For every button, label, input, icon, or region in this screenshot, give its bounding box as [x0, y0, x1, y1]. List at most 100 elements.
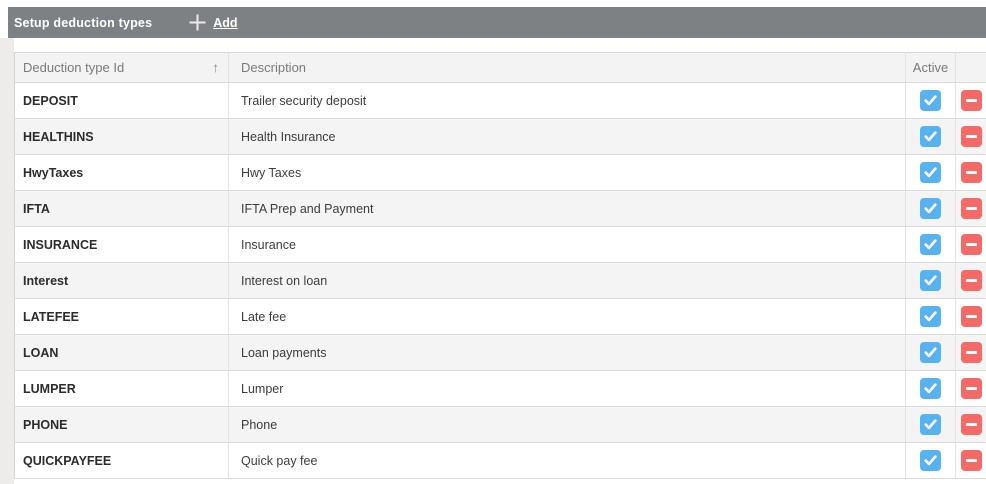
table-row: LATEFEE Late fee: [14, 298, 986, 335]
active-checkbox[interactable]: [920, 378, 941, 399]
column-header-actions: [955, 52, 986, 83]
actions-cell: [955, 190, 986, 227]
deduction-id-cell: LUMPER: [14, 370, 229, 407]
column-header-active[interactable]: Active: [905, 52, 956, 83]
active-checkbox[interactable]: [920, 342, 941, 363]
page-title: Setup deduction types: [14, 15, 153, 30]
description-cell: IFTA Prep and Payment: [228, 190, 906, 227]
description-cell: Lumper: [228, 370, 906, 407]
active-cell: [905, 190, 956, 227]
table-row: QUICKPAYFEE Quick pay fee: [14, 442, 986, 479]
minus-icon: [965, 99, 977, 102]
minus-icon: [965, 207, 977, 210]
sort-ascending-icon: ↑: [212, 59, 219, 75]
active-cell: [905, 82, 956, 119]
column-header-deduction-type-id[interactable]: Deduction type Id ↑: [14, 52, 229, 83]
delete-row-button[interactable]: [960, 198, 982, 219]
delete-row-button[interactable]: [960, 414, 982, 435]
actions-cell: [955, 154, 986, 191]
minus-icon: [965, 135, 977, 138]
delete-row-button[interactable]: [960, 270, 982, 291]
description-cell: Late fee: [228, 298, 906, 335]
checkmark-icon: [924, 347, 937, 358]
active-cell: [905, 442, 956, 479]
deduction-id-cell: INSURANCE: [14, 226, 229, 263]
active-cell: [905, 370, 956, 407]
checkmark-icon: [924, 383, 937, 394]
checkmark-icon: [924, 455, 937, 466]
actions-cell: [955, 370, 986, 407]
delete-row-button[interactable]: [960, 162, 982, 183]
checkmark-icon: [924, 95, 937, 106]
active-cell: [905, 154, 956, 191]
table-row: PHONE Phone: [14, 406, 986, 443]
description-cell: Interest on loan: [228, 262, 906, 299]
actions-cell: [955, 334, 986, 371]
active-cell: [905, 406, 956, 443]
actions-cell: [955, 118, 986, 155]
active-checkbox[interactable]: [920, 198, 941, 219]
table-row: IFTA IFTA Prep and Payment: [14, 190, 986, 227]
minus-icon: [965, 315, 977, 318]
delete-row-button[interactable]: [960, 90, 982, 111]
table-row: DEPOSIT Trailer security deposit: [14, 82, 986, 119]
add-button-label: Add: [213, 15, 238, 30]
minus-icon: [965, 351, 977, 354]
active-checkbox[interactable]: [920, 414, 941, 435]
table-row: HwyTaxes Hwy Taxes: [14, 154, 986, 191]
active-checkbox[interactable]: [920, 306, 941, 327]
table-row: Interest Interest on loan: [14, 262, 986, 299]
plus-icon: [188, 13, 207, 32]
deduction-id-cell: IFTA: [14, 190, 229, 227]
deduction-id-cell: Interest: [14, 262, 229, 299]
description-cell: Trailer security deposit: [228, 82, 906, 119]
minus-icon: [965, 279, 977, 282]
actions-cell: [955, 298, 986, 335]
checkmark-icon: [924, 131, 937, 142]
minus-icon: [965, 387, 977, 390]
table-row: LUMPER Lumper: [14, 370, 986, 407]
minus-icon: [965, 171, 977, 174]
delete-row-button[interactable]: [960, 306, 982, 327]
actions-cell: [955, 442, 986, 479]
active-checkbox[interactable]: [920, 90, 941, 111]
checkmark-icon: [924, 419, 937, 430]
minus-icon: [965, 423, 977, 426]
active-cell: [905, 262, 956, 299]
checkmark-icon: [924, 167, 937, 178]
delete-row-button[interactable]: [960, 450, 982, 471]
active-checkbox[interactable]: [920, 234, 941, 255]
toolbar: Setup deduction types Add: [8, 7, 986, 38]
checkmark-icon: [924, 239, 937, 250]
minus-icon: [965, 459, 977, 462]
table-header-row: Deduction type Id ↑ Description Active: [14, 52, 986, 83]
active-checkbox[interactable]: [920, 126, 941, 147]
deduction-id-cell: QUICKPAYFEE: [14, 442, 229, 479]
active-checkbox[interactable]: [920, 270, 941, 291]
column-header-description[interactable]: Description: [228, 52, 906, 83]
add-button[interactable]: Add: [188, 13, 238, 32]
delete-row-button[interactable]: [960, 234, 982, 255]
deduction-id-cell: HEALTHINS: [14, 118, 229, 155]
description-cell: Quick pay fee: [228, 442, 906, 479]
active-cell: [905, 226, 956, 263]
deduction-id-cell: HwyTaxes: [14, 154, 229, 191]
table-row: INSURANCE Insurance: [14, 226, 986, 263]
checkmark-icon: [924, 275, 937, 286]
column-header-label: Deduction type Id: [23, 60, 125, 75]
description-cell: Insurance: [228, 226, 906, 263]
active-checkbox[interactable]: [920, 162, 941, 183]
delete-row-button[interactable]: [960, 378, 982, 399]
delete-row-button[interactable]: [960, 126, 982, 147]
active-cell: [905, 334, 956, 371]
table-row: LOAN Loan payments: [14, 334, 986, 371]
column-header-label: Active: [912, 60, 949, 75]
delete-row-button[interactable]: [960, 342, 982, 363]
active-checkbox[interactable]: [920, 450, 941, 471]
actions-cell: [955, 406, 986, 443]
actions-cell: [955, 226, 986, 263]
minus-icon: [965, 243, 977, 246]
description-cell: Health Insurance: [228, 118, 906, 155]
actions-cell: [955, 262, 986, 299]
checkmark-icon: [924, 311, 937, 322]
